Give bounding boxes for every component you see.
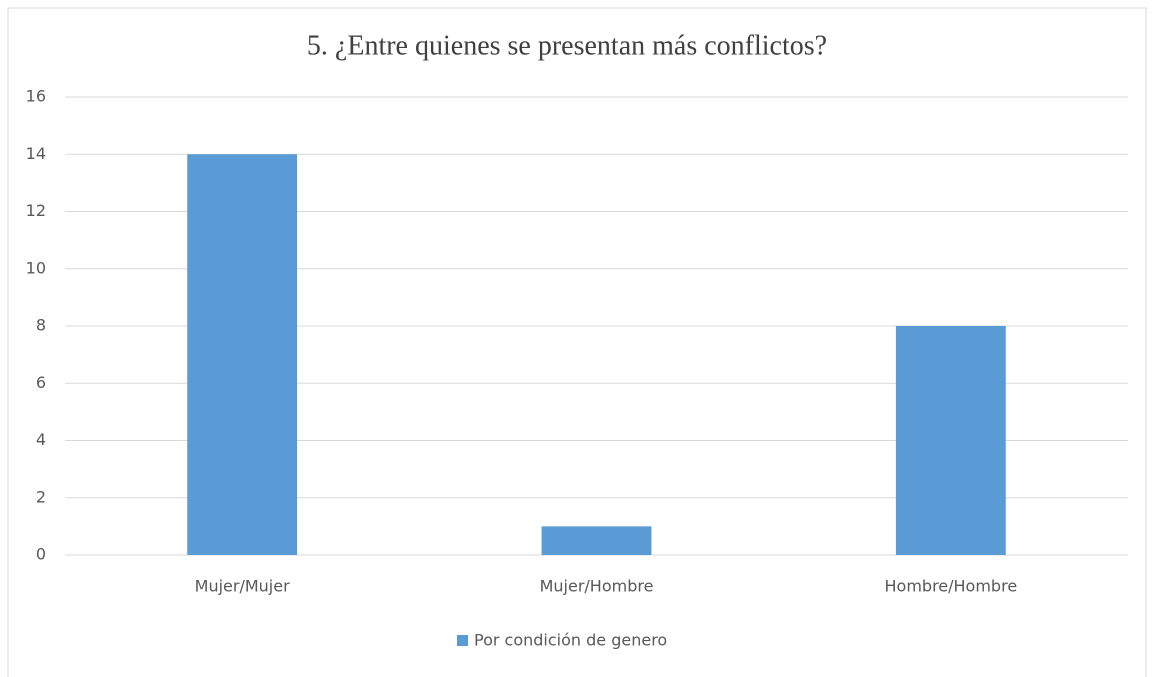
bar (895, 326, 1006, 555)
y-tick-label: 8 (36, 316, 46, 335)
legend-swatch (457, 635, 468, 646)
chart-title: 5. ¿Entre quienes se presentan más confl… (307, 30, 827, 61)
y-tick-label: 10 (26, 258, 46, 277)
x-tick-label: Mujer/Mujer (195, 577, 290, 596)
y-tick-label: 12 (26, 201, 46, 220)
bar (187, 154, 298, 555)
y-tick-label: 0 (36, 545, 46, 564)
bar (541, 526, 652, 555)
x-tick-label: Hombre/Hombre (885, 577, 1018, 596)
x-tick-label: Mujer/Hombre (540, 577, 654, 596)
y-tick-label: 2 (36, 487, 46, 506)
y-tick-label: 16 (26, 87, 46, 106)
y-tick-label: 6 (36, 373, 46, 392)
y-tick-label: 14 (26, 144, 46, 163)
y-tick-label: 4 (36, 430, 46, 449)
legend-label: Por condición de genero (474, 631, 667, 650)
